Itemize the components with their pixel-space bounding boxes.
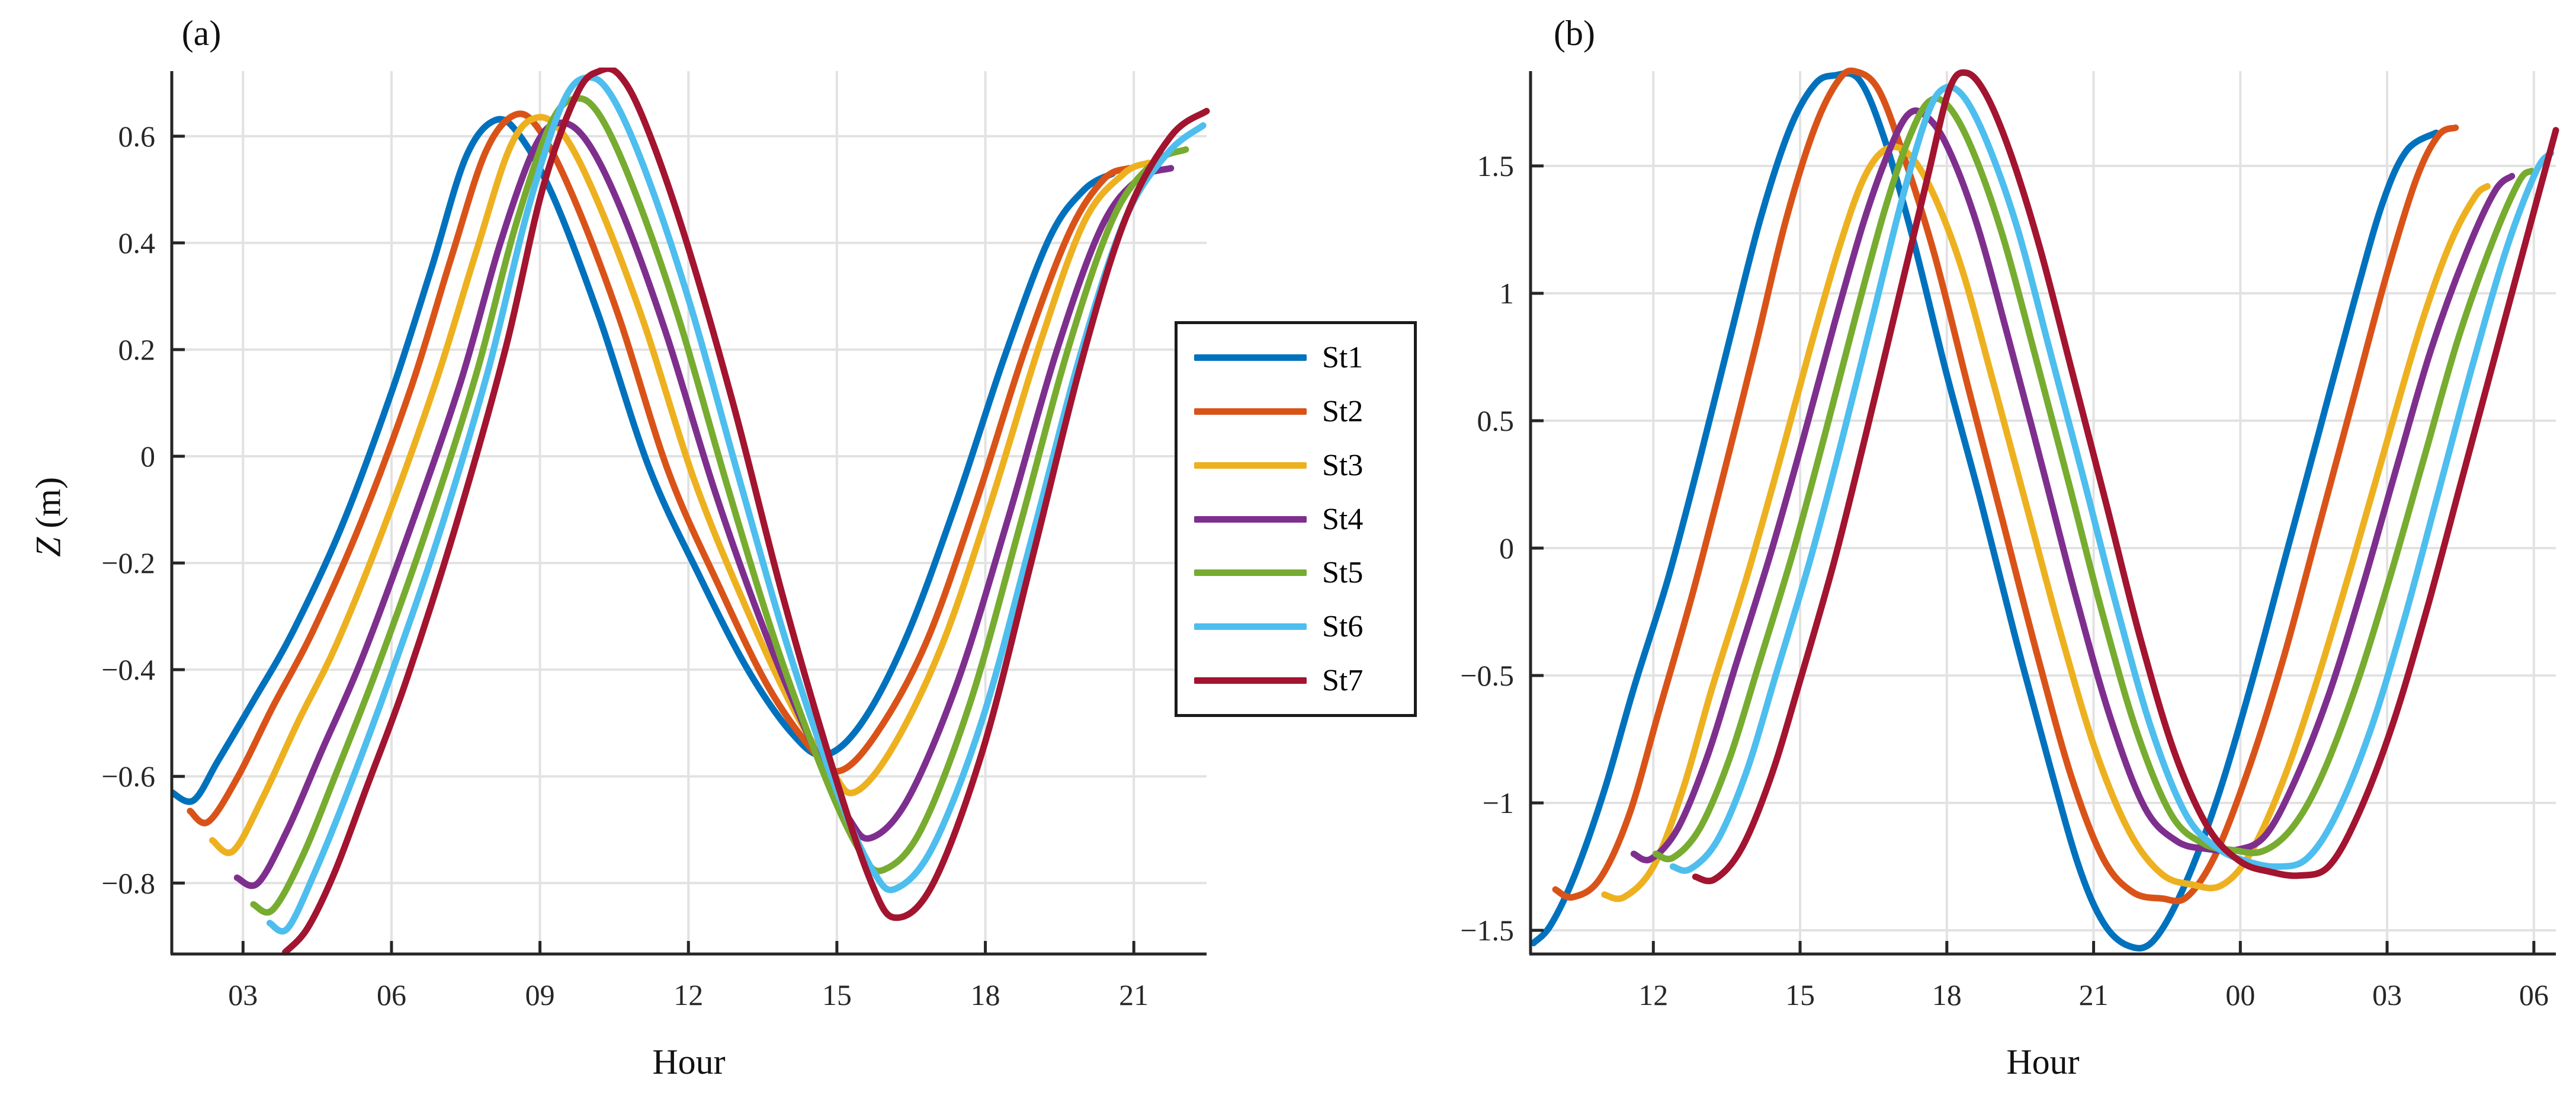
x-tick-label-09: 09 — [525, 978, 555, 1011]
series-line-St4-panel-b — [1630, 107, 2516, 863]
legend-line-swatch-St3 — [1194, 462, 1307, 469]
series-line-St2-panel-a — [187, 110, 1133, 827]
x-tick-label-18: 18 — [971, 978, 1000, 1011]
series-line-St2-panel-b — [1552, 68, 2459, 905]
series-line-St5-panel-b — [1652, 95, 2535, 863]
legend-label: St7 — [1322, 663, 1364, 697]
y-tick-label-0.5: 0.5 — [1477, 404, 1515, 437]
panel-a-title: (a) — [181, 14, 222, 53]
legend-entry-St5: St5 — [1178, 548, 1414, 598]
series-line-St5-panel-a — [250, 95, 1189, 916]
legend-entry-St2: St2 — [1178, 387, 1414, 437]
legend-label: St3 — [1322, 448, 1364, 482]
y-tick-label-0.4: 0.4 — [118, 226, 156, 260]
legend-line-swatch-St4 — [1194, 516, 1307, 523]
y-tick-label-−0.4: −0.4 — [101, 653, 155, 686]
y-tick-label-−0.2: −0.2 — [101, 546, 155, 580]
x-tick-label-00: 00 — [2225, 978, 2255, 1011]
legend-entry-St3: St3 — [1178, 440, 1414, 490]
x-tick-label-15: 15 — [1785, 978, 1815, 1011]
series-line-St3-panel-b — [1601, 143, 2491, 902]
x-tick-label-03: 03 — [2372, 978, 2402, 1011]
legend-line-swatch-St5 — [1194, 569, 1307, 577]
x-tick-label-21: 21 — [1119, 978, 1149, 1011]
x-tick-label-03: 03 — [228, 978, 258, 1011]
y-tick-label-1.5: 1.5 — [1477, 149, 1515, 183]
x-tick-label-18: 18 — [1932, 978, 1962, 1011]
legend-line-swatch-St6 — [1194, 623, 1307, 630]
y-tick-label-−1.5: −1.5 — [1460, 914, 1514, 947]
legend-label: St1 — [1322, 341, 1364, 375]
series-line-St1-panel-a — [172, 116, 1116, 805]
panel-b: 12 15 18 21 00 03 06 1.5 1 0.5 0 −0.5 −1 −1.5 — [1460, 68, 2559, 1011]
x-tick-label-21: 21 — [2079, 978, 2109, 1011]
legend-label: St5 — [1322, 556, 1364, 590]
y-tick-label-−1: −1 — [1483, 786, 1514, 820]
series-line-St6-panel-a — [266, 73, 1207, 934]
legend-label: St6 — [1322, 610, 1364, 644]
series-line-St6-panel-b — [1669, 84, 2555, 874]
series-group — [1531, 68, 2559, 952]
yaxis-label-symbol: Z — [28, 537, 68, 558]
series-line-St3-panel-a — [209, 114, 1152, 856]
y-tick-label-0.6: 0.6 — [118, 120, 156, 153]
legend-entry-St4: St4 — [1178, 494, 1414, 544]
legend-entry-St6: St6 — [1178, 602, 1414, 652]
x-tick-label-06: 06 — [377, 978, 406, 1011]
y-tick-label-0: 0 — [140, 440, 155, 473]
legend-line-swatch-St1 — [1194, 354, 1307, 361]
panel-b-xaxis-label: Hour — [2006, 1042, 2080, 1081]
y-tick-label-1: 1 — [1499, 277, 1514, 310]
panel-a: 03 06 09 12 15 18 21 0.6 0.4 0.2 0 −0.2 −0.4 −0.6 −0.8 — [101, 68, 1210, 1011]
y-tick-label-−0.5: −0.5 — [1460, 659, 1514, 692]
panel-a-xaxis-label: Hour — [652, 1042, 726, 1081]
series-line-St7-panel-a — [281, 68, 1210, 956]
legend-line-swatch-St7 — [1194, 677, 1307, 684]
legend-label: St2 — [1322, 395, 1364, 428]
panel-b-title: (b) — [1554, 14, 1595, 53]
x-tick-label-15: 15 — [822, 978, 852, 1011]
legend-line-swatch-St2 — [1194, 408, 1307, 415]
series-group — [172, 68, 1210, 956]
y-tick-label-0: 0 — [1499, 532, 1514, 565]
y-tick-label-−0.6: −0.6 — [101, 760, 155, 793]
panel-a-yaxis-label: Z (m) — [28, 428, 69, 606]
legend-label: St4 — [1322, 502, 1364, 536]
y-tick-label-−0.8: −0.8 — [101, 866, 155, 899]
legend-box: St1 St2 St3 St4 St5 St6 St7 — [1175, 321, 1417, 717]
x-tick-label-12: 12 — [1638, 978, 1668, 1011]
x-tick-label-06: 06 — [2519, 978, 2549, 1011]
x-tick-label-12: 12 — [673, 978, 703, 1011]
legend-entry-St7: St7 — [1178, 655, 1414, 705]
legend-entry-St1: St1 — [1178, 333, 1414, 383]
y-tick-label-0.2: 0.2 — [118, 333, 156, 366]
series-line-St1-panel-b — [1531, 70, 2440, 952]
series-line-St4-panel-a — [233, 119, 1175, 889]
series-line-St7-panel-b — [1692, 69, 2559, 885]
yaxis-label-unit: (m) — [28, 477, 68, 537]
